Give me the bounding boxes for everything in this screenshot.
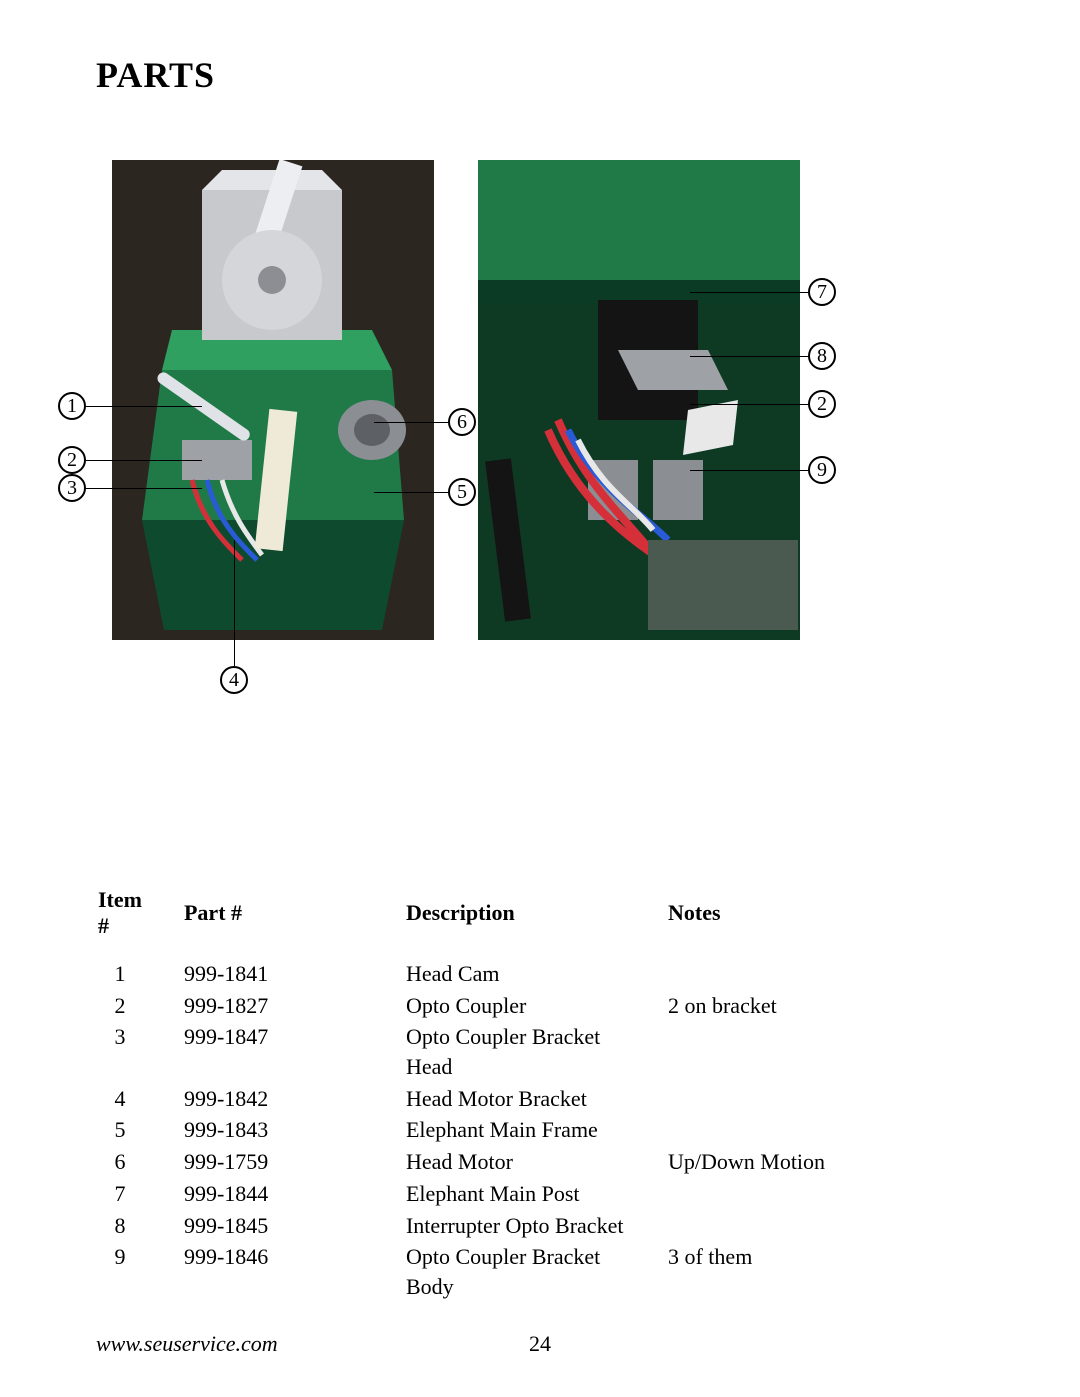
cell-part: 999-1846 (184, 1242, 404, 1301)
cell-item: 2 (98, 991, 182, 1021)
cell-part: 999-1841 (184, 959, 404, 989)
cell-notes: 3 of them (668, 1242, 868, 1301)
table-row: 7999-1844Elephant Main Post (98, 1179, 868, 1209)
cell-item: 3 (98, 1022, 182, 1081)
cell-notes (668, 1084, 868, 1114)
photo-right-svg (478, 160, 800, 640)
cell-notes (668, 1211, 868, 1241)
callout-8: 8 (808, 342, 836, 370)
cell-notes (668, 1022, 868, 1081)
cell-item: 5 (98, 1115, 182, 1145)
cell-desc: Elephant Main Frame (406, 1115, 666, 1145)
cell-desc: Opto Coupler Bracket Head (406, 1022, 666, 1081)
leader-line (86, 488, 202, 489)
callout-2: 2 (808, 390, 836, 418)
cell-part: 999-1842 (184, 1084, 404, 1114)
footer-page: 24 (529, 1331, 551, 1357)
cell-part: 999-1844 (184, 1179, 404, 1209)
photo-left (112, 160, 434, 640)
leader-line (374, 422, 448, 423)
callout-4: 4 (220, 666, 248, 694)
cell-notes (668, 959, 868, 989)
cell-part: 999-1845 (184, 1211, 404, 1241)
parts-table-body: 1999-1841Head Cam2999-1827Opto Coupler2 … (98, 959, 868, 1302)
table-row: 4999-1842Head Motor Bracket (98, 1084, 868, 1114)
leader-line (234, 540, 235, 666)
table-row: 5999-1843Elephant Main Frame (98, 1115, 868, 1145)
cell-desc: Head Motor Bracket (406, 1084, 666, 1114)
cell-item: 8 (98, 1211, 182, 1241)
cell-notes (668, 1179, 868, 1209)
th-desc: Description (406, 887, 666, 957)
cell-desc: Interrupter Opto Bracket (406, 1211, 666, 1241)
page-footer: www.seuservice.com 24 (96, 1331, 984, 1357)
callout-5: 5 (448, 478, 476, 506)
leader-line (690, 470, 808, 471)
cell-desc: Opto Coupler (406, 991, 666, 1021)
cell-item: 6 (98, 1147, 182, 1177)
cell-part: 999-1847 (184, 1022, 404, 1081)
th-part: Part # (184, 887, 404, 957)
cell-notes (668, 1115, 868, 1145)
cell-part: 999-1827 (184, 991, 404, 1021)
table-row: 3999-1847Opto Coupler Bracket Head (98, 1022, 868, 1081)
photo-right (478, 160, 800, 640)
cell-item: 9 (98, 1242, 182, 1301)
photo-left-svg (112, 160, 434, 640)
cell-item: 4 (98, 1084, 182, 1114)
callout-2: 2 (58, 446, 86, 474)
cell-desc: Head Motor (406, 1147, 666, 1177)
leader-line (86, 460, 202, 461)
figures-area: 1236547829 (0, 160, 1080, 720)
page-title: PARTS (96, 54, 215, 96)
cell-part: 999-1759 (184, 1147, 404, 1177)
cell-desc: Elephant Main Post (406, 1179, 666, 1209)
callout-1: 1 (58, 392, 86, 420)
callout-3: 3 (58, 474, 86, 502)
leader-line (690, 292, 808, 293)
cell-item: 1 (98, 959, 182, 989)
parts-table: Item # Part # Description Notes 1999-184… (96, 885, 870, 1304)
leader-line (374, 492, 448, 493)
table-row: 6999-1759Head MotorUp/Down Motion (98, 1147, 868, 1177)
parts-table-head: Item # Part # Description Notes (98, 887, 868, 957)
cell-desc: Head Cam (406, 959, 666, 989)
cell-notes: 2 on bracket (668, 991, 868, 1021)
table-row: 2999-1827Opto Coupler2 on bracket (98, 991, 868, 1021)
th-notes: Notes (668, 887, 868, 957)
cell-item: 7 (98, 1179, 182, 1209)
footer-url: www.seuservice.com (96, 1331, 278, 1356)
cell-notes: Up/Down Motion (668, 1147, 868, 1177)
leader-line (690, 356, 808, 357)
table-row: 9999-1846Opto Coupler Bracket Body3 of t… (98, 1242, 868, 1301)
callout-6: 6 (448, 408, 476, 436)
callout-7: 7 (808, 278, 836, 306)
th-item: Item # (98, 887, 182, 957)
leader-line (86, 406, 202, 407)
leader-line (690, 404, 808, 405)
cell-part: 999-1843 (184, 1115, 404, 1145)
table-row: 1999-1841Head Cam (98, 959, 868, 989)
table-row: 8999-1845Interrupter Opto Bracket (98, 1211, 868, 1241)
callout-9: 9 (808, 456, 836, 484)
cell-desc: Opto Coupler Bracket Body (406, 1242, 666, 1301)
